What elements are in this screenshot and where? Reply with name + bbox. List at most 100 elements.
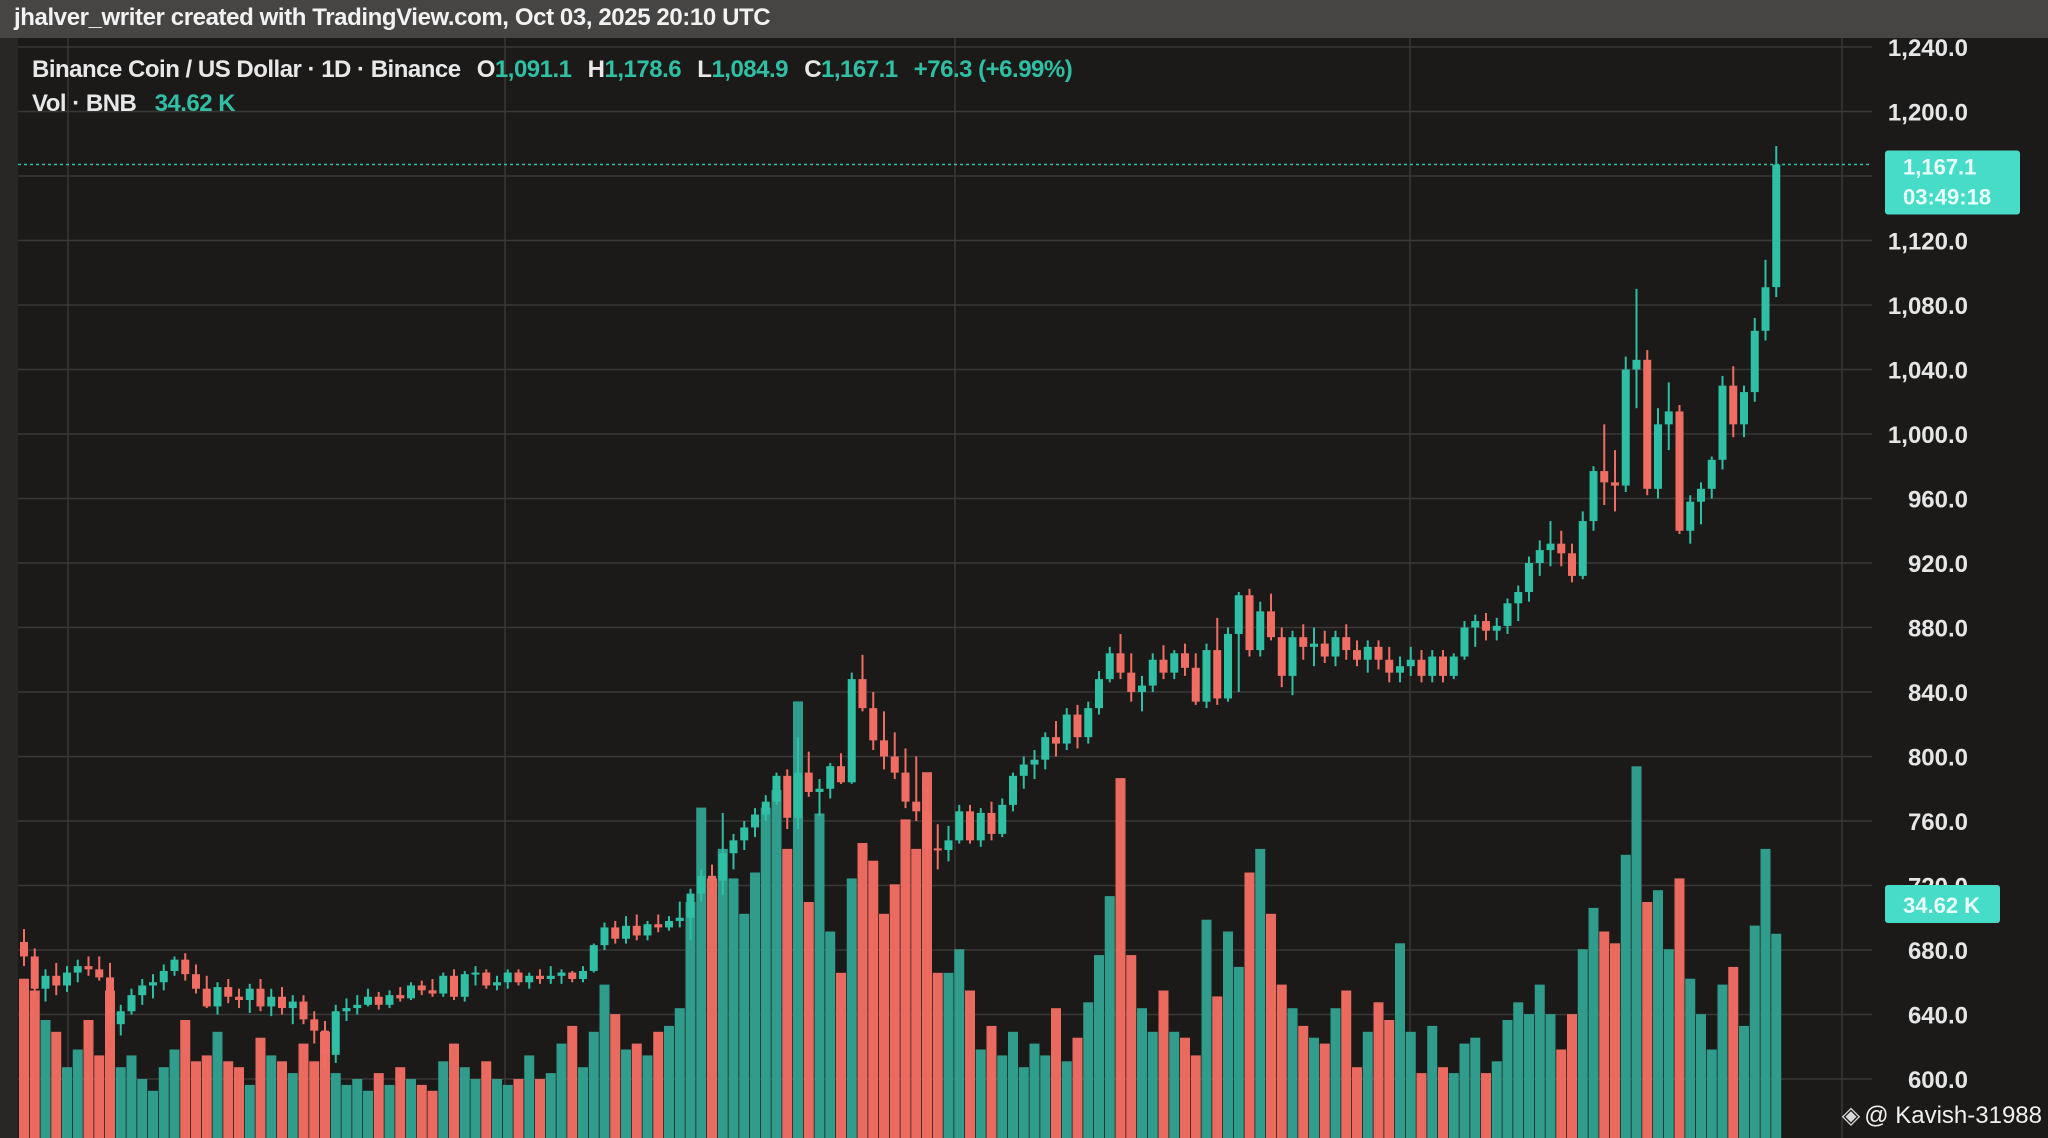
- plot-background: [0, 38, 2048, 1138]
- volume-bar: [470, 1079, 481, 1138]
- volume-bar: [911, 848, 922, 1138]
- volume-bar: [685, 902, 696, 1138]
- candle-body: [783, 775, 792, 818]
- volume-bar: [1631, 766, 1642, 1138]
- candle-body: [159, 970, 168, 983]
- candle-body: [1353, 650, 1361, 660]
- candle-body: [1514, 592, 1523, 604]
- candle-body: [63, 972, 71, 986]
- volume-bar: [481, 1061, 492, 1138]
- volume-bar: [191, 1061, 201, 1138]
- volume-bar: [1018, 1067, 1029, 1138]
- volume-bar: [148, 1090, 158, 1138]
- high-value: 1,178.6: [604, 56, 682, 83]
- volume-bars: [19, 701, 1782, 1138]
- volume-bar: [728, 878, 739, 1138]
- price-tick-label: 1,040.0: [1888, 358, 1968, 385]
- volume-bar: [642, 1055, 653, 1138]
- candle-body: [1568, 553, 1576, 576]
- volume-bar: [438, 1061, 449, 1138]
- volume-bar: [212, 1031, 223, 1138]
- volume-bar: [868, 860, 879, 1138]
- chart-credit: jhalver_writer created with TradingView.…: [14, 4, 771, 31]
- volume-badge-text: 34.62 K: [1903, 893, 1980, 918]
- candle-body: [181, 959, 190, 975]
- candle-body: [213, 987, 222, 1007]
- volume-legend: Vol · BNB 34.62 K: [32, 90, 236, 118]
- volume-bar: [771, 789, 782, 1138]
- volume-bar: [1244, 872, 1255, 1138]
- price-axis[interactable]: 1,240.0 1,200.0 1,120.0 1,080.0 1,040.0 1,000…: [1888, 38, 1968, 1094]
- volume-bar: [1137, 1008, 1147, 1138]
- volume-bar: [1362, 1031, 1373, 1138]
- volume-bar: [1685, 978, 1696, 1138]
- volume-bar: [115, 1067, 126, 1138]
- volume-bar: [1072, 1037, 1083, 1138]
- candle-body: [858, 679, 867, 709]
- candle-body: [493, 982, 501, 986]
- volume-bar: [1470, 1037, 1481, 1138]
- candle-body: [245, 988, 254, 1000]
- candle-body: [1127, 672, 1136, 692]
- volume-bar: [1212, 996, 1223, 1138]
- volume-bar: [169, 1049, 180, 1138]
- candle-body: [1503, 603, 1512, 626]
- volume-bar: [1255, 848, 1266, 1138]
- volume-bar: [922, 772, 932, 1138]
- candle-body: [944, 840, 953, 851]
- candle-body: [1600, 471, 1609, 483]
- candle-body: [450, 975, 458, 997]
- volume-bar: [997, 1055, 1008, 1138]
- volume-bar: [545, 1073, 556, 1138]
- candle-body: [1718, 385, 1727, 460]
- chart-area[interactable]: 1,240.0 1,200.0 1,120.0 1,080.0 1,040.0 1,000…: [0, 38, 2048, 1138]
- candle-body: [1138, 685, 1146, 692]
- open-value: 1,091.1: [494, 56, 572, 83]
- volume-bar: [449, 1043, 459, 1138]
- candle-body: [1073, 714, 1082, 738]
- volume-bar: [739, 913, 750, 1138]
- volume-bar: [1008, 1031, 1018, 1138]
- volume-bar: [524, 1055, 535, 1138]
- candle-body: [374, 996, 383, 1005]
- volume-bar: [1599, 931, 1610, 1138]
- candlestick-chart[interactable]: 1,240.0 1,200.0 1,120.0 1,080.0 1,040.0 1,000…: [0, 38, 2048, 1138]
- volume-bar: [330, 1073, 341, 1138]
- candle-body: [417, 985, 426, 991]
- volume-bar: [610, 1014, 621, 1138]
- volume-bar: [986, 1025, 997, 1138]
- candle-body: [1492, 625, 1501, 631]
- volume-bar: [1556, 1049, 1567, 1138]
- candle-body: [525, 975, 534, 983]
- candle-body: [998, 804, 1007, 834]
- volume-bar: [1642, 902, 1653, 1138]
- volume-bar: [72, 1049, 83, 1138]
- volume-bar: [1405, 1031, 1416, 1138]
- volume-bar: [158, 1067, 169, 1138]
- candle-body: [923, 811, 931, 849]
- candle-body: [1009, 775, 1017, 805]
- volume-bar: [1083, 1002, 1094, 1138]
- candle-body: [1342, 637, 1351, 651]
- candle-body: [1439, 656, 1447, 676]
- candle-body: [557, 972, 566, 976]
- candle-body: [41, 975, 50, 989]
- candle-body: [503, 972, 512, 983]
- volume-bar: [1588, 907, 1599, 1138]
- volume-bar: [1567, 1014, 1577, 1138]
- volume-bar: [1513, 1002, 1524, 1138]
- volume-bar: [1653, 890, 1663, 1138]
- volume-bar: [1330, 1008, 1341, 1138]
- volume-bar: [1169, 1031, 1180, 1138]
- candle-body: [589, 945, 598, 971]
- volume-bar: [395, 1067, 406, 1138]
- volume-bar: [1233, 966, 1244, 1138]
- volume-bar: [1577, 949, 1588, 1138]
- volume-bar: [1502, 1020, 1513, 1138]
- left-edge-strip: [0, 38, 18, 1138]
- volume-bar: [943, 972, 954, 1138]
- candle-body: [342, 1008, 351, 1012]
- candle-body: [1191, 667, 1200, 702]
- candle-body: [987, 812, 996, 834]
